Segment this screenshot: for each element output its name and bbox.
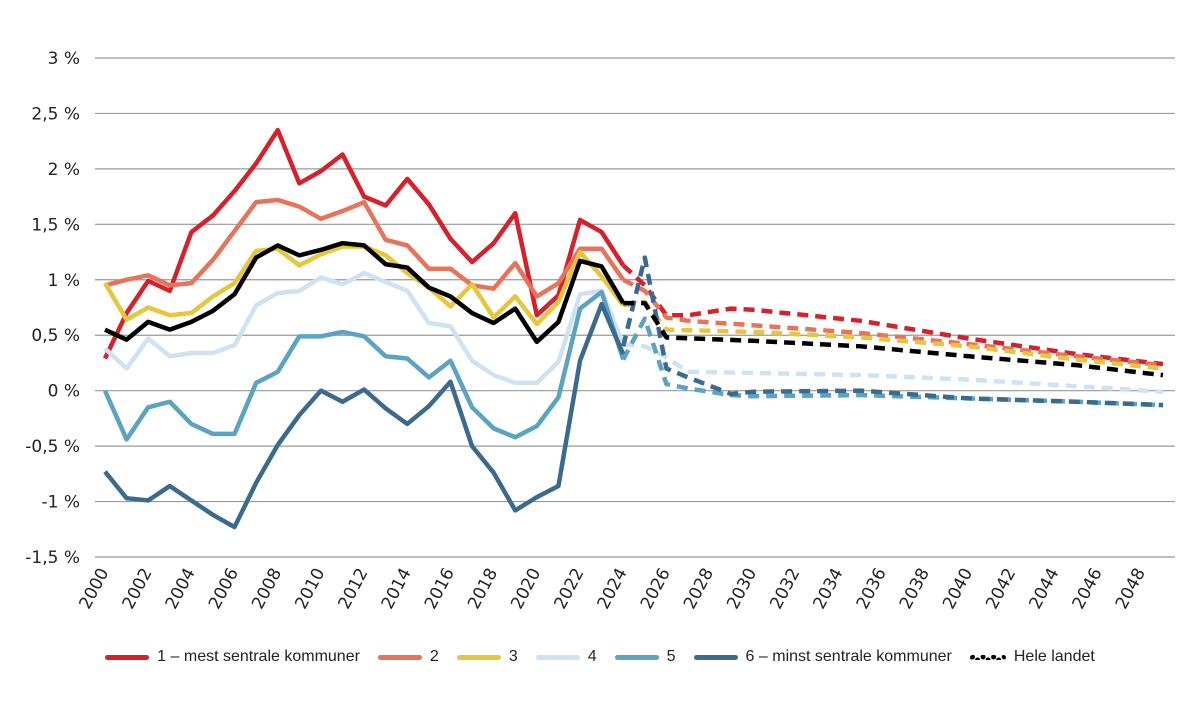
x-tick-label: 2026 [637,565,675,613]
x-tick-label: 2040 [939,565,977,613]
legend-label: 3 [508,648,518,665]
x-tick-label: 2032 [766,565,804,613]
x-tick-label: 2002 [119,565,157,613]
x-tick-label: 2008 [248,565,286,613]
legend-label: 5 [666,648,676,665]
legend-item: 2 [377,648,439,666]
x-tick-label: 2000 [75,565,113,613]
legend-label: 1 – mest sentrale kommuner [157,648,360,665]
x-tick-label: 2018 [464,565,502,613]
legend-label: 6 – minst sentrale kommuner [745,648,952,665]
series-projection-6 [621,255,1164,408]
x-tick-label: 2046 [1069,565,1107,613]
y-tick-label: 3 % [48,49,80,69]
x-tick-label: 2034 [810,565,848,613]
legend-item: 6 – minst sentrale kommuner [693,648,952,666]
legend-item: 1 – mest sentrale kommuner [105,648,360,666]
legend-swatch [614,654,659,660]
legend-swatch [969,654,1006,660]
legend-label: 2 [429,648,439,665]
series-projection-7 [623,300,1164,378]
series-line-1 [102,127,626,360]
legend-label: Hele landet [1013,648,1095,665]
y-tick-label: 1,5 % [31,215,80,235]
legend-swatch [377,654,422,660]
y-tick-label: 2 % [48,160,80,180]
x-tick-label: 2012 [335,565,373,613]
x-tick-label: 2030 [723,565,761,613]
series-line-4 [103,270,626,386]
y-tick-label: 2,5 % [31,104,80,124]
legend-swatch [456,654,501,660]
legend-item: 4 [535,648,597,666]
x-tick-label: 2004 [162,565,200,613]
legend-item: 5 [614,648,676,666]
x-tick-label: 2020 [507,565,545,613]
legend-item: 3 [456,648,518,666]
legend-item: Hele landet [969,648,1095,666]
x-tick-label: 2044 [1025,565,1063,613]
legend: 1 – mest sentrale kommuner 2 3 4 5 6 – minst … [0,648,1200,666]
x-tick-label: 2042 [982,565,1020,613]
y-tick-label: -0,5 % [25,437,80,457]
y-tick-label: 1 % [48,271,80,291]
y-tick-label: -1 % [41,493,80,513]
y-tick-label: 0,5 % [31,326,80,346]
y-tick-label: 0 % [48,382,80,402]
legend-swatch [535,654,580,660]
x-tick-label: 2028 [680,565,718,613]
series-projection-4 [622,341,1164,395]
x-tick-label: 2014 [378,565,416,613]
x-tick-label: 2016 [421,565,459,613]
series-line-5 [102,289,626,442]
series-line-2 [104,197,626,299]
y-tick-label: -1,5 % [25,548,80,568]
legend-swatch [693,654,738,660]
x-tick-label: 2038 [896,565,934,613]
series-projection-2 [622,277,1164,368]
series-line-6 [103,301,626,530]
line-chart: 3 % 2,5 % 2 % 1,5 % 1 % 0,5 % 0 % -0,5 % -1 % -1,… [25,49,1175,613]
legend-swatch [105,654,150,660]
x-tick-label: 2024 [594,565,632,613]
x-tick-label: 2022 [550,565,588,613]
x-tick-label: 2048 [1112,565,1150,613]
series-line-7 [104,240,626,345]
legend-label: 4 [587,648,597,665]
x-tick-label: 2006 [205,565,243,613]
x-tick-label: 2036 [853,565,891,613]
x-tick-label: 2010 [291,565,329,613]
